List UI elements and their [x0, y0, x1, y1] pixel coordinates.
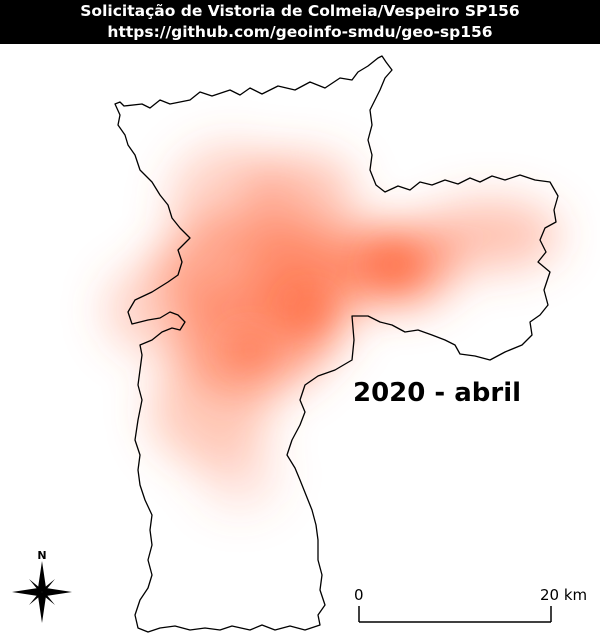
north-label: N: [37, 549, 47, 562]
map-title: Solicitação de Vistoria de Colmeia/Vespe…: [80, 2, 520, 20]
scale-bar: [358, 606, 552, 623]
period-label: 2020 - abril: [353, 378, 522, 408]
heatmap-layer: [105, 145, 560, 510]
compass-rose-icon: [12, 561, 72, 623]
map-canvas: [12, 55, 560, 633]
map-source-url: https://github.com/geoinfo-smdu/geo-sp15…: [107, 23, 493, 41]
scale-end-label: 20 km: [540, 586, 588, 604]
city-boundary: [114, 55, 559, 633]
scale-start-label: 0: [354, 586, 364, 604]
title-bar: Solicitação de Vistoria de Colmeia/Vespe…: [0, 0, 600, 44]
heatmap-hotspots: [225, 245, 420, 372]
